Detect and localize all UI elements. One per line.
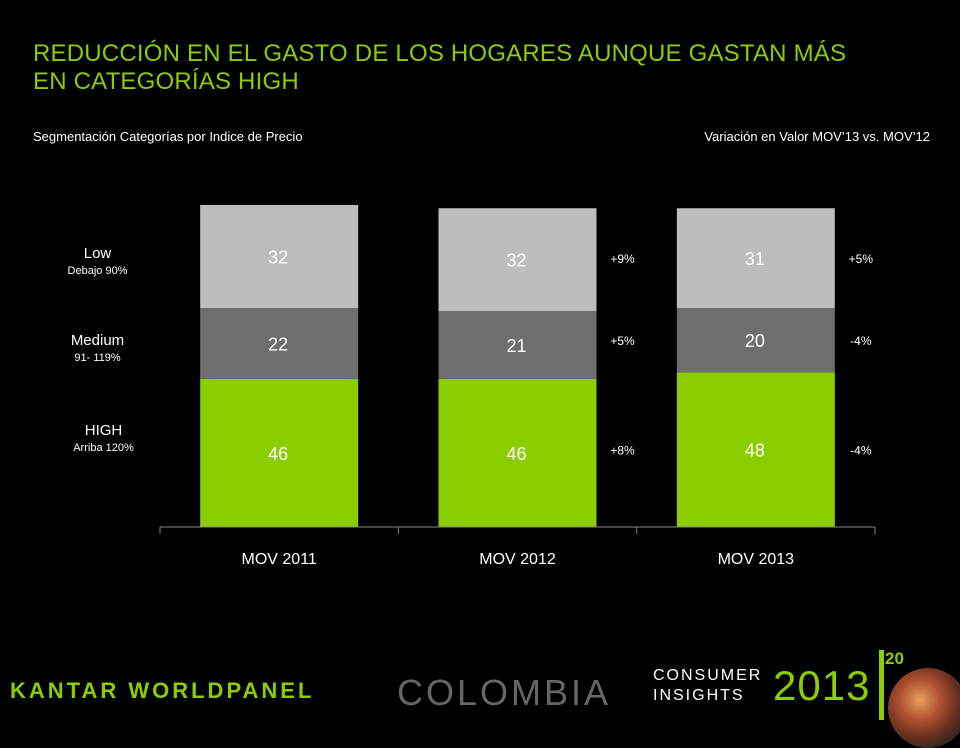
segment-range: Debajo 90% (67, 265, 128, 277)
subtitle-segmentation: Segmentación Categorías por Indice de Pr… (33, 129, 303, 144)
variation-label-low: +9% (610, 252, 635, 266)
segment-name: HIGH (84, 422, 123, 439)
data-label-medium: 20 (745, 331, 765, 351)
bar-segment-medium (200, 308, 359, 379)
variation-label-medium: -4% (850, 334, 872, 348)
variation-label-medium: +5% (610, 334, 635, 348)
segment-label-low: Low Debajo 90% (50, 245, 145, 277)
segment-label-medium: Medium 91- 119% (50, 332, 145, 364)
data-label-low: 32 (506, 251, 526, 271)
segment-name: Low (83, 245, 112, 262)
subtitle-variation: Variación en Valor MOV’13 vs. MOV’12 (704, 129, 930, 144)
x-tick-label: MOV 2012 (479, 551, 556, 568)
data-label-medium: 21 (506, 336, 526, 356)
title-line-2: EN CATEGORÍAS HIGH (33, 68, 299, 95)
globe-icon (888, 668, 960, 748)
page-number: 20 (885, 649, 904, 668)
page-title: REDUCCIÓN EN EL GASTO DE LOS HOGARES AUN… (33, 40, 933, 96)
segment-name: Medium (70, 332, 125, 349)
bar-segment-high (676, 372, 835, 527)
year-label: 2013 (773, 662, 871, 709)
segment-range: Arriba 120% (73, 442, 134, 454)
kantar-worldpanel-logo: KANTAR WORLDPANEL (10, 678, 315, 703)
variation-label-high: +8% (610, 444, 635, 458)
bar-segment-medium (438, 311, 597, 379)
bar-segment-high (200, 378, 359, 527)
data-label-medium: 22 (268, 334, 288, 354)
variation-label-low: +5% (849, 252, 874, 266)
data-label-high: 46 (268, 444, 288, 464)
data-label-high: 46 (506, 444, 526, 464)
bar-segment-low (676, 208, 835, 309)
ci-line-2: INSIGHTS (653, 687, 745, 704)
x-tick-label: MOV 2013 (718, 551, 795, 568)
consumer-insights-label: CONSUMER INSIGHTS (653, 666, 762, 706)
page-accent-bar (879, 650, 884, 720)
bar-segment-high (438, 378, 597, 527)
bar-segment-low (438, 208, 597, 312)
variation-label-high: -4% (850, 444, 872, 458)
data-label-low: 32 (268, 248, 288, 268)
title-line-1: REDUCCIÓN EN EL GASTO DE LOS HOGARES AUN… (33, 40, 847, 67)
segment-label-high: HIGH Arriba 120% (56, 422, 151, 454)
data-label-low: 31 (745, 249, 765, 269)
data-label-high: 48 (745, 441, 765, 461)
bar-segment-medium (676, 308, 835, 373)
country-label: COLOMBIA (397, 672, 612, 713)
stacked-bar-chart: 46 22 32 MOV 2011 46 21 32 MOV 2012 48 20 31 MOV 20… (159, 205, 876, 568)
x-tick-label: MOV 2011 (242, 551, 317, 568)
segment-range: 91- 119% (74, 352, 121, 364)
ci-line-1: CONSUMER (653, 667, 763, 684)
bar-segment-low (200, 205, 359, 309)
